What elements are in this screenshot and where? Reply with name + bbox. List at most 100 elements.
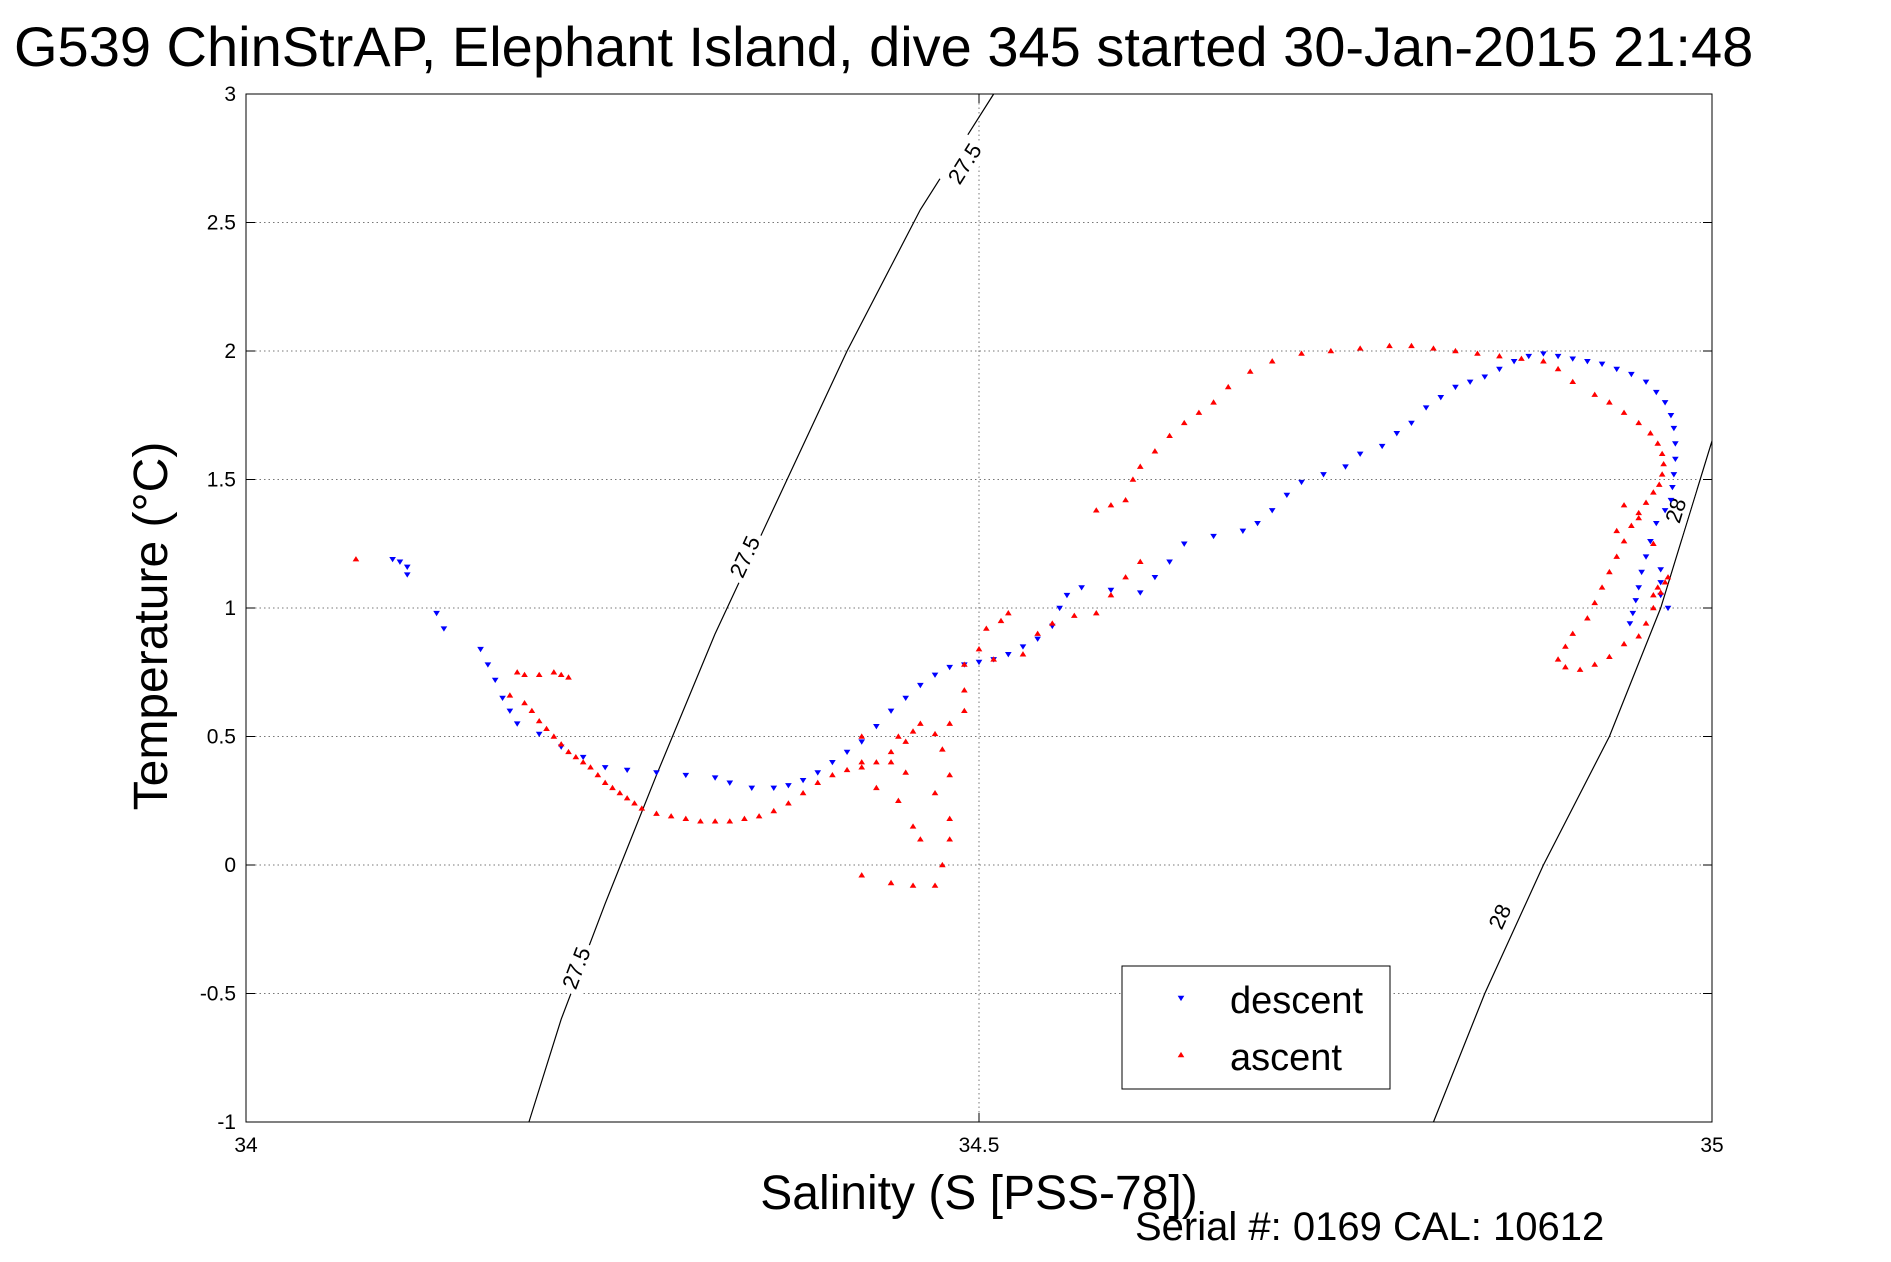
ascent-point [557,741,565,747]
ascent-point [1452,347,1459,354]
ascent-point [1034,630,1041,636]
serial-cal-label: Serial #: 0169 CAL: 10612 [1135,1205,1604,1249]
descent-point [726,780,734,786]
ascent-point [1584,615,1591,621]
ascent-point [1613,553,1621,559]
descent-point [1672,441,1679,447]
x-tick-label: 34.5 [959,1134,1000,1157]
ascent-point [1554,365,1562,372]
descent-point [1437,395,1445,401]
descent-point [1628,371,1635,378]
ascent-point [887,759,895,765]
descent-point [579,754,587,761]
descent-point [484,662,492,668]
descent-point [440,626,448,632]
ascent-point [1562,664,1569,670]
x-tick-label: 35 [1700,1134,1723,1157]
descent-point [1019,644,1027,650]
series-descent [389,351,1679,791]
legend-label-descent: descent [1230,980,1364,1022]
ascent-point [1591,391,1599,397]
ascent-point [1635,419,1643,426]
ascent-point [1606,653,1613,660]
ascent-point [1107,502,1115,508]
ascent-point [638,805,646,811]
ascent-point [543,725,550,732]
y-tick-label: 3 [224,83,236,106]
ascent-point [1620,502,1628,508]
ascent-point [711,818,719,824]
descent-point [1632,598,1640,604]
axis-ticks: 34 34.5 35 -1 -0.5 0 0.5 1 1.5 2 2.5 3 [200,83,1724,1157]
descent-point [1408,420,1415,427]
ascent-point [770,807,778,814]
ascent-point [1658,450,1666,457]
ascent-point [1650,489,1657,495]
ascent-point [1496,353,1503,359]
ascent-point [506,692,514,698]
ascent-point [961,661,968,667]
ascent-point [1356,345,1364,351]
descent-point [433,610,440,617]
descent-point [785,783,792,789]
series-ascent [352,342,1672,888]
y-tick-label: -0.5 [200,983,236,1006]
ascent-point [1180,419,1188,426]
ascent-point [1430,345,1437,351]
descent-point [396,559,404,565]
descent-point [975,659,983,666]
ascent-point [755,813,763,819]
ascent-point [521,671,528,678]
descent-point [917,682,924,689]
ascent-point [1151,448,1159,454]
legend: descent ascent [1121,965,1391,1090]
descent-point [1667,413,1675,419]
descent-point [1657,567,1665,573]
ascent-point [631,800,638,806]
descent-point [1136,590,1144,596]
descent-point [1342,464,1349,470]
descent-point [1356,451,1364,457]
isopycnal-label-bg [1654,481,1697,540]
ascent-point [1606,568,1613,575]
ascent-point [697,818,704,824]
ascent-point [1070,612,1078,618]
ascent-point [799,789,807,796]
ascent-point [535,717,543,724]
ascent-point [1166,432,1173,439]
y-tick-label: 0 [224,854,236,877]
y-tick-label: 1.5 [207,469,236,492]
legend-marker-descent [1177,995,1185,1002]
ascent-point [1569,378,1577,385]
ascent-point [1224,383,1232,390]
y-tick-label: 0.5 [207,726,236,749]
descent-point [1670,472,1678,478]
descent-point [1166,559,1173,565]
ascent-point [1004,610,1012,616]
ascent-point [939,746,946,752]
legend-marker-ascent [1177,1051,1185,1058]
descent-point [902,695,910,702]
ascent-point [1129,476,1137,482]
ascent-point [1576,666,1584,672]
descent-point [1598,361,1606,367]
ascent-point [1660,460,1667,467]
ascent-point [1650,604,1657,611]
isopycnal-label-bg [938,133,991,193]
isopycnal-line [528,93,995,1123]
legend-items: descent ascent [1177,980,1364,1079]
ascent-point [939,861,946,868]
ascent-point [1019,651,1027,657]
ascent-point [1136,463,1144,469]
descent-point [1638,569,1645,576]
ascent-point [1092,610,1100,616]
descent-point [1510,359,1518,365]
descent-point [623,767,631,774]
descent-point [1422,405,1430,411]
ascent-point [946,771,954,778]
ascent-point [609,784,616,791]
descent-point [682,772,690,779]
descent-point [389,556,396,563]
